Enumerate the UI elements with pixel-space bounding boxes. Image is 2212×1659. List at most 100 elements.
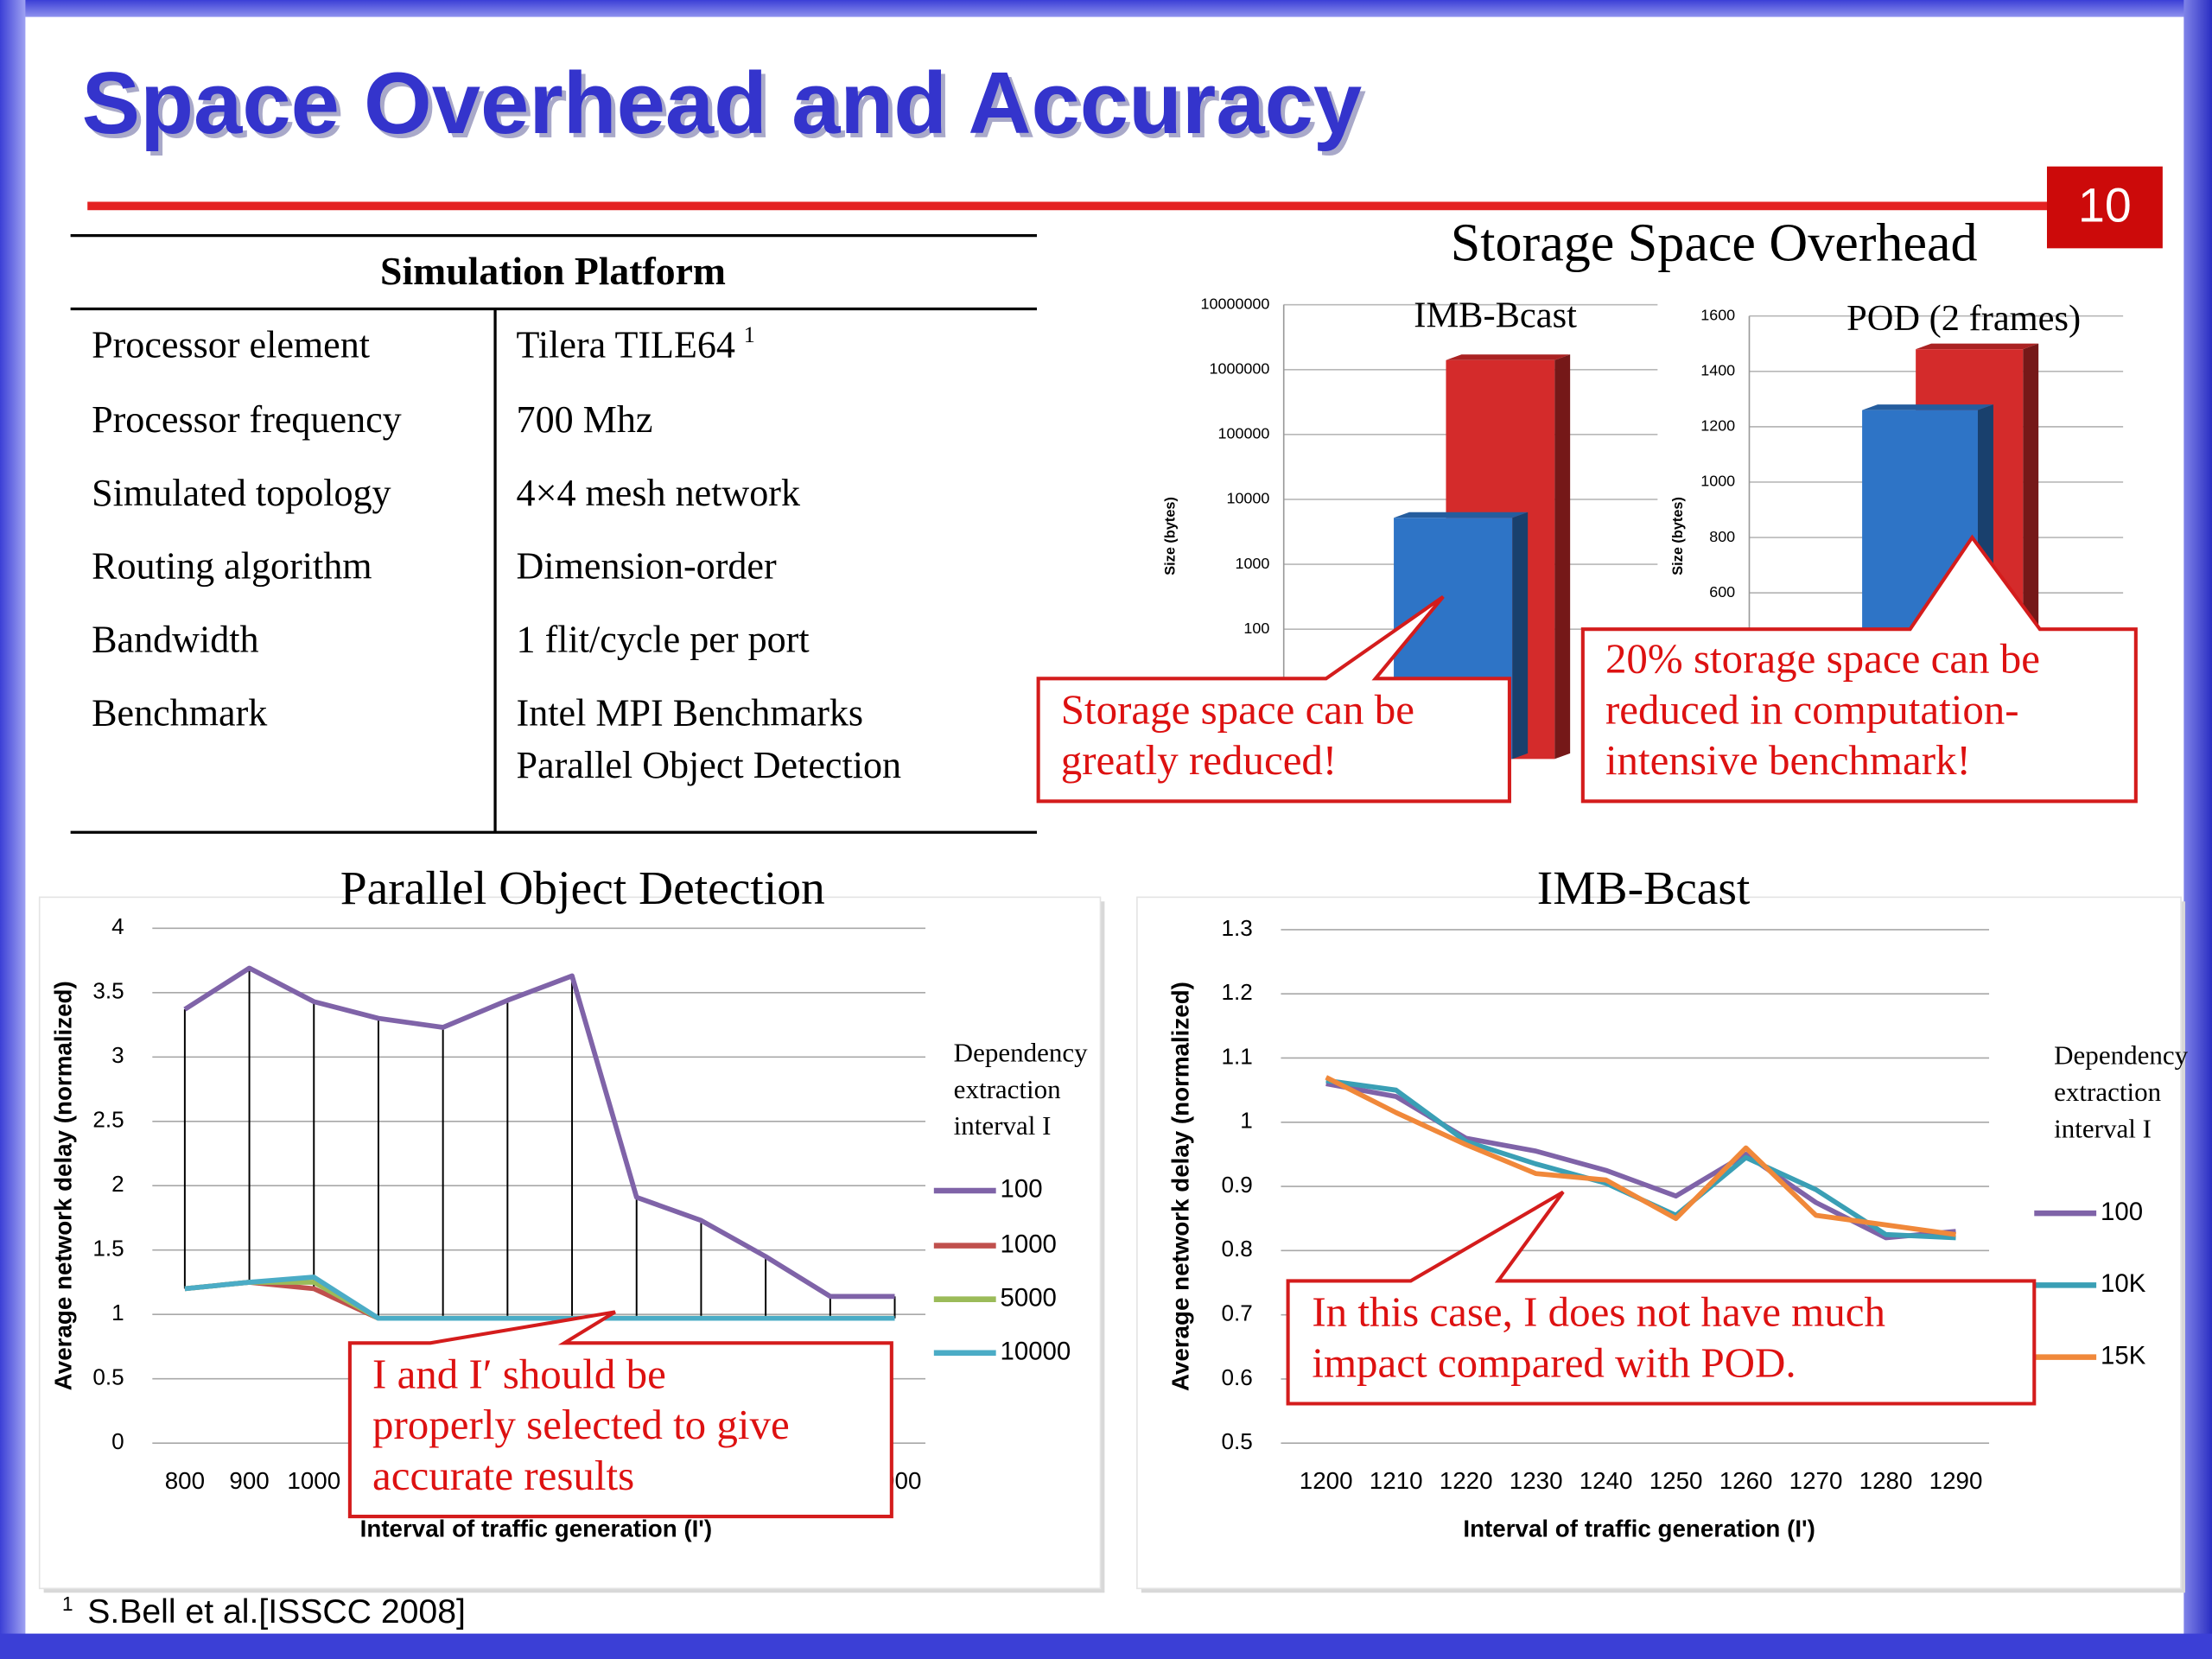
x-tick-label: 1220 — [1440, 1467, 1493, 1494]
callout-text: properly selected to give — [372, 1401, 790, 1448]
legend-title: interval I — [2054, 1114, 2152, 1144]
callout-box — [1580, 534, 2138, 804]
bar-top — [1446, 354, 1571, 360]
y-tick-label: 10000000 — [1201, 295, 1270, 312]
chart-panel — [1136, 896, 2182, 1590]
y-tick-label: 0.8 — [1221, 1236, 1252, 1262]
y-tick-label: 1600 — [1700, 306, 1735, 323]
y-tick-label: 10000 — [1226, 490, 1269, 507]
table-row-value: 700 Mhz — [517, 398, 653, 441]
frame-top — [0, 0, 2212, 17]
x-tick-label: 1230 — [1510, 1467, 1563, 1494]
legend-title: extraction — [954, 1074, 1061, 1104]
x-tick-label: 800 — [165, 1467, 205, 1494]
table-row-label: Processor element — [92, 323, 370, 365]
x-tick-label: 1270 — [1789, 1467, 1843, 1494]
callout-text: greatly reduced! — [1061, 736, 1337, 784]
table-row-value: Parallel Object Detection — [517, 744, 901, 786]
y-tick-label: 1.5 — [92, 1236, 124, 1262]
y-tick-label: 800 — [1709, 528, 1735, 545]
series-line — [1325, 1075, 1956, 1237]
legend-title: interval I — [954, 1110, 1052, 1141]
y-tick-label: 0 — [111, 1428, 124, 1454]
chart-title: IMB-Bcast — [1537, 862, 1751, 915]
chart-title: Parallel Object Detection — [340, 862, 825, 915]
bar-side — [1512, 512, 1529, 760]
callout-text: In this case, I does not have much — [1312, 1287, 1885, 1335]
callout-text: reduced in computation- — [1605, 685, 2019, 733]
y-tick-label: 100000 — [1218, 425, 1270, 442]
callout-text: intensive benchmark! — [1605, 736, 1971, 784]
table-row-label: Bandwidth — [92, 619, 258, 661]
x-tick-label: 1280 — [1859, 1467, 1913, 1494]
y-tick-label: 0.5 — [1221, 1428, 1252, 1454]
series-line — [183, 965, 895, 1300]
x-tick-label: 1240 — [1580, 1467, 1633, 1494]
page-number: 10 — [2078, 178, 2132, 232]
legend-label: 100 — [2101, 1198, 2143, 1226]
legend-title: Dependency — [2054, 1040, 2188, 1071]
y-tick-label: 1.1 — [1221, 1043, 1252, 1069]
y-tick-label: 1000 — [1700, 473, 1735, 490]
footnote: S.Bell et al.[ISSCC 2008] — [87, 1593, 466, 1630]
callout-box — [1286, 1190, 2037, 1406]
slide-title: Space Overhead and Accuracy — [82, 54, 1363, 152]
y-axis-label: Size (bytes) — [1162, 497, 1178, 575]
y-tick-label: 0.6 — [1221, 1364, 1252, 1390]
y-tick-label: 1.2 — [1221, 979, 1252, 1005]
legend-label: 15K — [2101, 1341, 2146, 1370]
table-row-value: Tilera TILE64 — [517, 323, 735, 365]
legend-title: Dependency — [954, 1037, 1088, 1067]
bar-top — [1862, 404, 1993, 410]
y-tick-label: 1000 — [1235, 555, 1269, 572]
y-axis-label: Size (bytes) — [1670, 497, 1686, 575]
y-tick-label: 3 — [111, 1042, 124, 1068]
table-row-value: 4×4 mesh network — [517, 472, 801, 514]
table-row-label: Simulated topology — [92, 472, 391, 514]
legend-label: 5000 — [1001, 1283, 1057, 1312]
footnote-mark: 1 — [62, 1592, 73, 1615]
callout-text: impact compared with POD. — [1312, 1338, 1796, 1386]
y-tick-label: 2 — [111, 1171, 124, 1197]
legend-label: 100 — [1001, 1175, 1043, 1204]
table-header: Simulation Platform — [380, 249, 726, 293]
frame-bottom — [0, 1633, 2212, 1659]
callout-box — [347, 1310, 893, 1519]
y-tick-label: 1200 — [1700, 417, 1735, 435]
y-axis-label: Average network delay (normalized) — [1166, 982, 1193, 1391]
y-tick-label: 0.7 — [1221, 1300, 1252, 1326]
bar-side — [1554, 354, 1571, 760]
frame-right — [2183, 0, 2212, 1659]
y-tick-label: 600 — [1709, 583, 1735, 601]
x-tick-label: 1200 — [1300, 1467, 1353, 1494]
x-tick-label: 1000 — [287, 1467, 340, 1494]
title-shadow: Space Overhead and Accuracy — [86, 59, 1367, 156]
page-number-box — [2046, 166, 2163, 249]
table-row-label: Routing algorithm — [92, 545, 372, 588]
y-tick-label: 100 — [1243, 620, 1269, 637]
y-tick-label: 1000000 — [1210, 359, 1270, 377]
chart-title: IMB-Bcast — [1414, 296, 1577, 336]
chart-title: POD (2 frames) — [1847, 298, 2081, 339]
table-row-value: Intel MPI Benchmarks — [517, 691, 864, 734]
callout-text: I and I′ should be — [372, 1350, 666, 1397]
y-tick-label: 1 — [1240, 1108, 1253, 1134]
bar-top — [1394, 512, 1529, 518]
callout-text: Storage space can be — [1061, 685, 1414, 733]
y-tick-label: 1400 — [1700, 362, 1735, 379]
x-axis-label: Interval of traffic generation (I') — [360, 1516, 712, 1542]
y-tick-label: 2.5 — [92, 1107, 124, 1133]
x-tick-label: 1210 — [1370, 1467, 1423, 1494]
y-tick-label: 1.3 — [1221, 915, 1252, 941]
y-tick-label: 1 — [111, 1300, 124, 1325]
series-line — [184, 1274, 895, 1321]
legend-label: 10000 — [1001, 1337, 1071, 1365]
legend-label: 1000 — [1001, 1230, 1057, 1258]
table-row-value: 1 flit/cycle per port — [517, 619, 810, 661]
y-axis-label: Average network delay (normalized) — [49, 981, 76, 1390]
x-tick-label: 1260 — [1719, 1467, 1773, 1494]
frame-left — [0, 0, 26, 1659]
table-row-label: Processor frequency — [92, 398, 402, 441]
